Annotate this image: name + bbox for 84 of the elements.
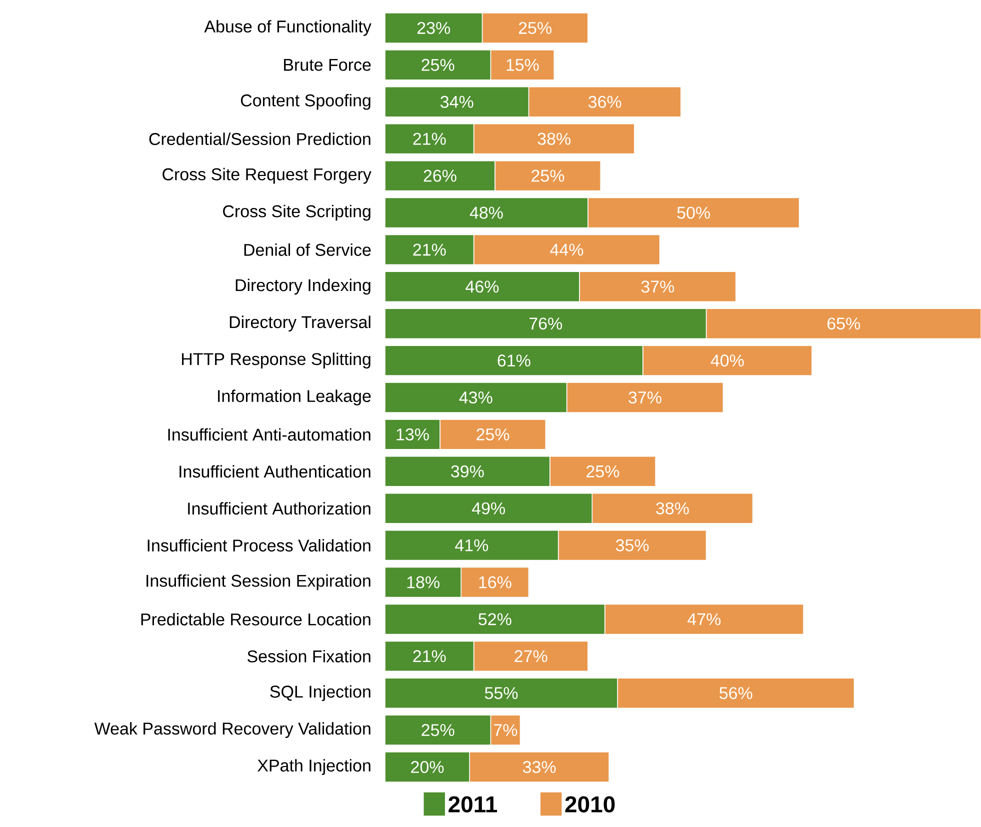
data-label: 18%	[407, 576, 440, 588]
bar	[494, 160, 601, 192]
data-label: 7%	[494, 724, 518, 736]
bar	[579, 271, 736, 302]
data-label: 40%	[710, 354, 744, 367]
data-label: 15%	[506, 58, 539, 71]
data-label: 16%	[479, 576, 512, 588]
y-tick-label: Weak Password Recovery Validation	[94, 722, 370, 738]
y-tick-label: Denial of Service	[244, 243, 371, 256]
y-tick-label: Predictable Resource Location	[141, 612, 370, 626]
y-tick-label: Insufficient Session Expiration	[146, 574, 370, 590]
data-label: 27%	[514, 650, 548, 662]
data-label: 52%	[478, 613, 512, 626]
bar	[482, 12, 588, 44]
bar	[604, 604, 804, 635]
y-tick-label: SQL Injection	[270, 685, 370, 702]
legend-label: 2010	[565, 796, 615, 812]
y-tick-label: Content Spoofing	[240, 94, 370, 110]
y-tick-label: Credential/Session Prediction	[149, 132, 370, 146]
data-label: 20%	[411, 761, 444, 774]
data-label: 65%	[827, 318, 860, 330]
bar	[549, 456, 656, 487]
data-label: 25%	[422, 724, 454, 736]
y-tick-label: Insufficient Authentication	[180, 465, 370, 478]
y-tick-label: Session Fixation	[248, 650, 370, 662]
data-label: 41%	[455, 539, 488, 552]
data-label: 46%	[466, 280, 499, 293]
data-label: 76%	[530, 318, 562, 330]
data-label: 38%	[656, 502, 689, 514]
data-label: 25%	[586, 465, 620, 478]
data-label: 21%	[413, 132, 446, 145]
y-tick-label: Abuse of Functionality	[204, 20, 372, 36]
bar	[528, 86, 682, 118]
data-label: 25%	[476, 428, 510, 440]
bar	[440, 419, 546, 450]
legend-label: 2011	[448, 796, 498, 812]
bar	[588, 197, 800, 228]
y-tick-label: Insufficient Process Validation	[148, 539, 370, 552]
data-label: 34%	[440, 96, 474, 108]
bar	[473, 234, 660, 266]
bar	[566, 382, 724, 413]
data-label: 37%	[628, 391, 662, 404]
data-label: 25%	[422, 58, 454, 71]
bar	[592, 492, 754, 524]
data-label: 25%	[518, 22, 552, 34]
data-label: 21%	[413, 244, 446, 256]
bar	[473, 123, 635, 154]
bar	[460, 566, 530, 598]
y-tick-label: Information Leakage	[218, 390, 371, 406]
data-label: 33%	[522, 761, 556, 774]
data-label: 48%	[470, 206, 503, 219]
y-tick-label: Cross Site Request Forgery	[162, 168, 372, 184]
data-label: 13%	[396, 428, 429, 440]
y-tick-label: Directory Indexing	[236, 278, 370, 295]
y-tick-label: Insufficient Anti-automation	[168, 428, 370, 441]
bar	[469, 752, 610, 782]
data-label: 25%	[532, 170, 564, 182]
data-label: 61%	[498, 354, 530, 367]
y-tick-label: Directory Traversal	[230, 316, 370, 332]
data-label: 35%	[616, 539, 649, 552]
data-label: 21%	[413, 650, 446, 662]
y-tick-label: Cross Site Scripting	[223, 204, 370, 221]
data-label: 47%	[688, 613, 721, 626]
data-label: 36%	[588, 96, 622, 108]
bar	[706, 308, 981, 339]
data-label: 38%	[538, 132, 570, 145]
data-label: 50%	[677, 206, 710, 219]
bar	[558, 530, 707, 561]
y-tick-label: Insufficient Authorization	[188, 502, 370, 515]
bar	[642, 345, 812, 376]
y-tick-label: XPath Injection	[257, 759, 370, 775]
y-tick-label: HTTP Response Splitting	[182, 352, 370, 368]
data-label: 55%	[484, 687, 518, 700]
data-label: 23%	[417, 22, 450, 34]
data-label: 56%	[720, 687, 752, 700]
data-label: 44%	[550, 244, 584, 256]
data-label: 26%	[424, 170, 456, 182]
data-label: 39%	[451, 465, 484, 478]
data-label: 43%	[459, 391, 492, 404]
data-label: 37%	[641, 280, 674, 293]
bar	[473, 640, 588, 672]
data-label: 49%	[472, 502, 505, 514]
bar	[617, 678, 855, 709]
y-tick-label: Brute Force	[284, 58, 371, 71]
